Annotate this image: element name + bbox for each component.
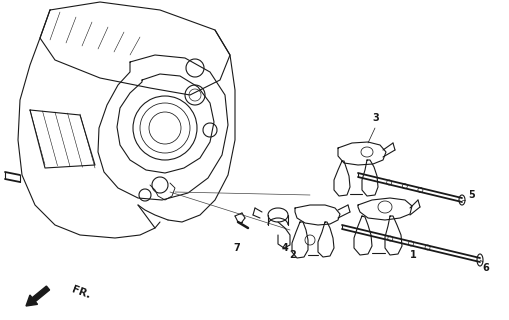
Text: 5: 5: [468, 190, 474, 200]
Text: 7: 7: [233, 243, 240, 253]
Text: FR.: FR.: [70, 284, 92, 300]
FancyArrow shape: [26, 286, 49, 306]
Text: 1: 1: [409, 250, 415, 260]
Text: 4: 4: [281, 243, 288, 253]
Text: 2: 2: [289, 250, 296, 260]
Text: 3: 3: [372, 113, 379, 123]
Text: 6: 6: [482, 263, 489, 273]
